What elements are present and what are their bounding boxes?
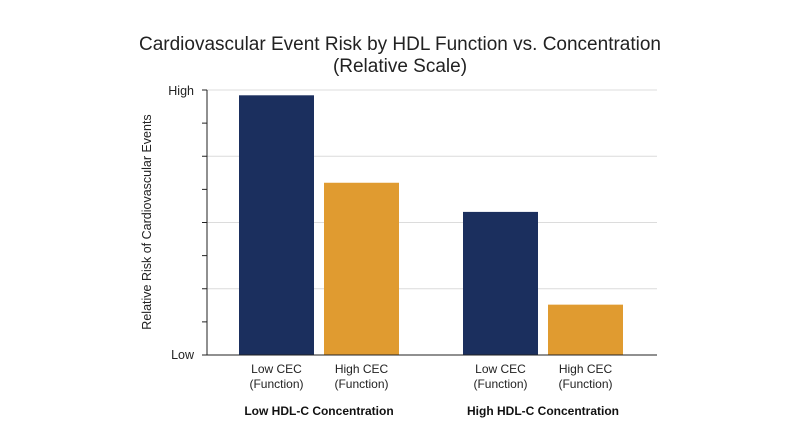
bar-category-label: (Function) [334, 377, 388, 391]
y-axis-label: Relative Risk of Cardiovascular Events [140, 114, 154, 329]
y-tick-high: High [168, 84, 194, 98]
bar-category-label: (Function) [473, 377, 527, 391]
bar [324, 182, 399, 355]
group-label: Low HDL-C Concentration [244, 404, 393, 418]
chart-title-line-1: Cardiovascular Event Risk by HDL Functio… [139, 34, 661, 55]
bar-category-label: High CEC [335, 362, 389, 376]
bar-category-label: Low CEC [251, 362, 302, 376]
y-tick-low: Low [171, 348, 195, 362]
bar-category-label: (Function) [558, 377, 612, 391]
bar-category-label: Low CEC [475, 362, 526, 376]
chart-title-line-2: (Relative Scale) [333, 56, 467, 77]
bars [239, 95, 623, 356]
bar [463, 211, 538, 355]
bar [239, 95, 314, 356]
bar-category-label: High CEC [559, 362, 613, 376]
bar-category-label: (Function) [249, 377, 303, 391]
category-labels: Low CEC(Function)High CEC(Function)Low H… [244, 362, 619, 418]
bar [548, 304, 623, 355]
group-label: High HDL-C Concentration [467, 404, 619, 418]
axes [202, 89, 657, 356]
